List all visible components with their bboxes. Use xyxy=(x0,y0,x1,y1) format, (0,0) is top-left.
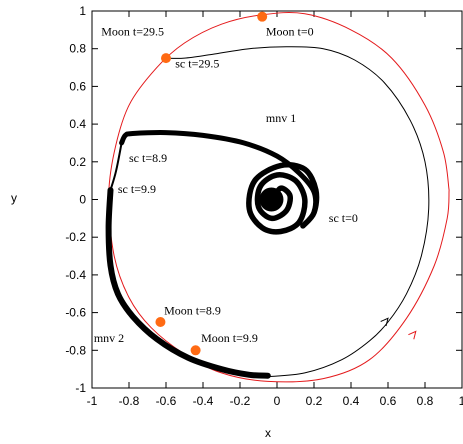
y-tick-label: 0.8 xyxy=(69,42,86,56)
series-mnv2-arc xyxy=(105,187,271,379)
y-tick-label: 0.2 xyxy=(69,155,86,169)
moon-marker xyxy=(257,11,268,22)
moon-marker xyxy=(161,53,171,64)
x-tick-label: 0.8 xyxy=(417,394,434,408)
annotation-label: sc t=29.5 xyxy=(175,57,219,71)
x-tick-label: 1 xyxy=(459,394,463,408)
x-axis-label: x xyxy=(265,426,271,440)
series-spiral xyxy=(246,162,320,235)
y-tick-label: 0.6 xyxy=(69,79,86,93)
series-transfer xyxy=(165,46,430,378)
y-tick-label: -1 xyxy=(75,381,86,395)
series-coast-to-mnv2 xyxy=(109,141,123,192)
spiral-core xyxy=(259,187,284,212)
annotations-layer: Moon t=29.5 Moon t=0 sc t=29.5 mnv 1 sc t=8.… xyxy=(94,25,358,345)
annotation-label: Moon t=29.5 xyxy=(101,25,164,39)
y-tick-label: 0 xyxy=(79,193,86,207)
annotation-label: mnv 1 xyxy=(266,111,296,125)
annotation-label: Moon t=8.9 xyxy=(164,303,221,317)
y-tick-label: -0.6 xyxy=(65,306,86,320)
annotation-label: sc t=0 xyxy=(329,211,358,225)
annotation-label: sc t=8.9 xyxy=(129,151,167,165)
moon-marker xyxy=(190,345,201,356)
x-tick-label: -0.4 xyxy=(193,394,214,408)
x-tick-label: -0.8 xyxy=(119,394,140,408)
y-tick-label: 1 xyxy=(79,4,86,18)
x-tick-label: -0.2 xyxy=(230,394,251,408)
x-tick-label: 0.6 xyxy=(380,394,397,408)
annotation-label: Moon t=9.9 xyxy=(201,331,258,345)
x-tick-label: -1 xyxy=(87,394,98,408)
annotation-label: sc t=9.9 xyxy=(118,182,156,196)
annotation-label: mnv 2 xyxy=(94,331,124,345)
y-tick-label: 0.4 xyxy=(69,117,86,131)
y-tick-label: -0.8 xyxy=(65,343,86,357)
direction-arrow xyxy=(408,330,417,340)
annotation-label: Moon t=0 xyxy=(266,25,314,39)
series-layer xyxy=(105,12,450,383)
y-axis-label: y xyxy=(11,191,17,205)
y-tick-label: -0.2 xyxy=(65,230,86,244)
direction-arrow xyxy=(380,317,389,327)
x-tick-label: 0 xyxy=(274,394,281,408)
moon-marker xyxy=(155,317,166,328)
x-tick-label: 0.2 xyxy=(306,394,323,408)
ticks-layer: -1 -0.8 -0.6 -0.4 -0.2 0 0.2 0.4 0.6 0.8 1 1 0.8 0.6 0… xyxy=(65,4,463,408)
markers-layer xyxy=(155,11,268,356)
x-tick-label: 0.4 xyxy=(343,394,360,408)
y-tick-label: -0.4 xyxy=(65,268,86,282)
x-tick-label: -0.6 xyxy=(156,394,177,408)
series-mnv1-arc xyxy=(119,130,319,229)
